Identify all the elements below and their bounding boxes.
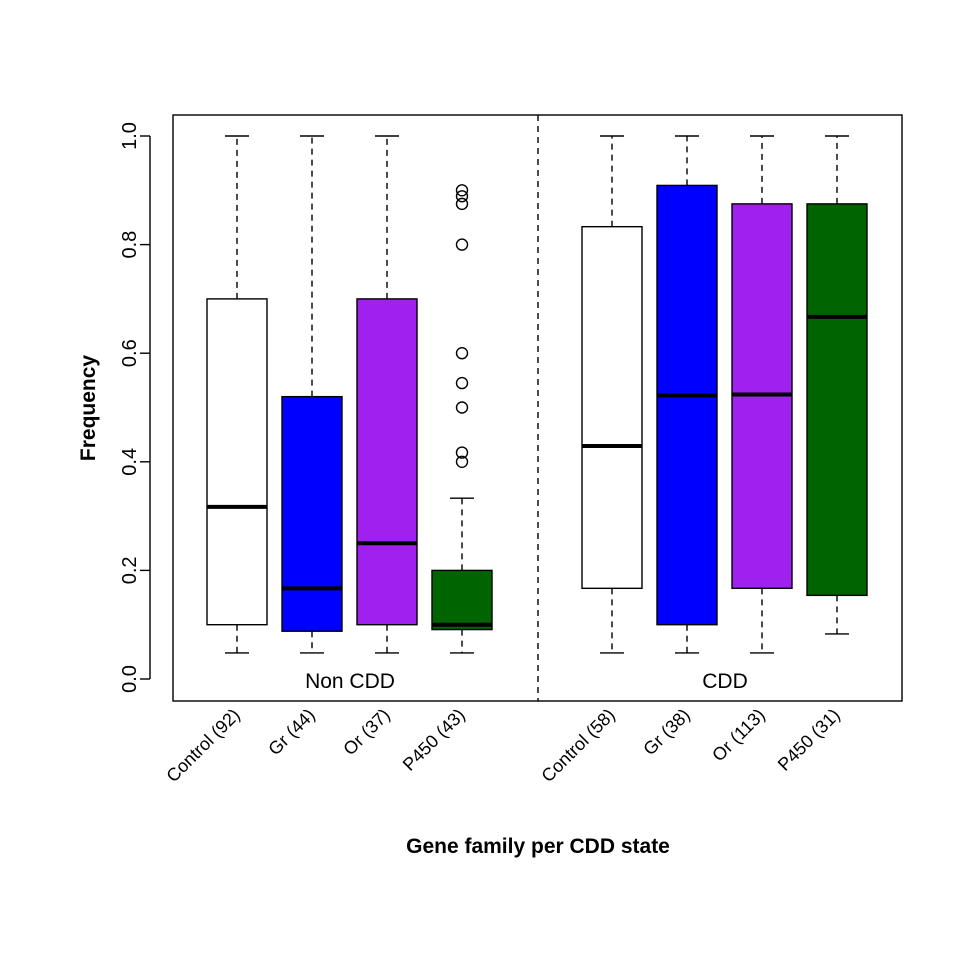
- x-tick-label: Control (58): [537, 705, 618, 786]
- boxes-layer: [206, 135, 868, 654]
- outlier-point: [455, 190, 469, 203]
- box-control-58: [581, 135, 643, 654]
- box-iqr: [806, 203, 868, 597]
- outlier-point: [455, 376, 469, 390]
- plot-frame: [172, 114, 903, 702]
- outlier-point: [455, 197, 469, 211]
- x-tick-label: P450 (31): [774, 705, 844, 775]
- x-tick-label: Gr (38): [639, 705, 693, 759]
- box-control-92: [206, 135, 268, 654]
- y-axis: 0.0 0.2 0.4 0.6 0.8 1.0: [119, 122, 151, 693]
- box-gr-44: [281, 135, 343, 654]
- y-axis-title: Frequency: [77, 355, 100, 462]
- box-iqr: [356, 298, 418, 626]
- box-p450-31: [806, 135, 868, 635]
- x-tick-label: Control (92): [162, 705, 243, 786]
- outlier-point: [455, 455, 469, 468]
- x-tick-label: Gr (44): [264, 705, 318, 759]
- box-gr-38: [656, 135, 718, 654]
- outlier-point: [455, 184, 469, 197]
- outlier-point: [455, 401, 469, 414]
- group-label-cdd: CDD: [702, 670, 748, 693]
- group-label-non-cdd: Non CDD: [305, 670, 395, 693]
- outlier-point: [455, 347, 469, 360]
- y-tick-label: 0.8: [119, 231, 141, 259]
- box-iqr: [656, 184, 718, 626]
- y-tick-label: 0.4: [119, 448, 141, 476]
- x-axis: Control (92) Gr (44) Or (37) P450 (43) Contr…: [162, 705, 843, 786]
- outlier-point: [455, 446, 469, 459]
- box-iqr: [581, 225, 643, 590]
- y-tick-label: 0.0: [119, 665, 141, 693]
- y-tick-label: 0.6: [119, 339, 141, 367]
- x-axis-title: Gene family per CDD state: [406, 835, 670, 858]
- box-iqr: [206, 298, 268, 626]
- x-tick-label: Or (113): [708, 705, 769, 766]
- box-or-37: [356, 135, 418, 654]
- y-tick-label: 0.2: [119, 556, 141, 584]
- y-tick-label: 1.0: [119, 122, 141, 150]
- x-tick-label: Or (37): [339, 705, 393, 759]
- x-tick-label: P450 (43): [399, 705, 469, 775]
- box-iqr: [281, 395, 343, 632]
- box-p450-43: [431, 184, 493, 654]
- box-or-113: [731, 135, 793, 654]
- outlier-point: [455, 238, 469, 251]
- box-iqr: [431, 569, 493, 631]
